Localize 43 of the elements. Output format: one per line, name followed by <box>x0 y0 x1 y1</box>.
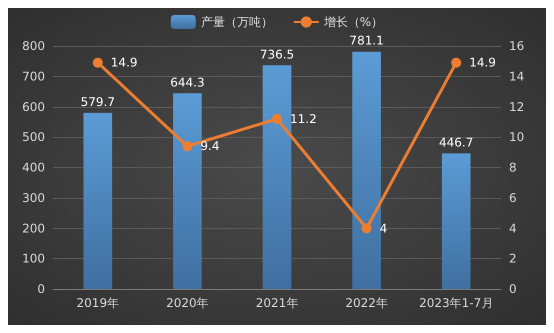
bar <box>173 93 202 289</box>
x-tick-label: 2021年 <box>256 296 298 310</box>
x-tick-label: 2023年1-7月 <box>419 296 494 310</box>
y2-tick-label: 10 <box>509 130 524 144</box>
y2-tick-label: 6 <box>509 190 517 205</box>
y2-tick-label: 4 <box>509 221 517 236</box>
y-tick-label: 300 <box>22 190 45 205</box>
data-label: 781.1 <box>349 34 384 48</box>
legend-label: 产量（万吨） <box>200 15 273 29</box>
bar <box>262 65 292 289</box>
y2-tick-label: 16 <box>509 39 524 53</box>
data-label: 14.9 <box>469 56 496 70</box>
legend-label: 增长（%） <box>322 15 384 29</box>
y-tick-label: 0 <box>37 282 45 296</box>
point <box>451 58 462 68</box>
bar <box>442 153 471 289</box>
y-tick-label: 500 <box>22 130 45 144</box>
data-label: 11.2 <box>290 112 317 126</box>
point <box>182 141 192 152</box>
point <box>92 58 103 68</box>
data-label: 579.7 <box>80 94 115 109</box>
y-tick-label: 100 <box>22 252 45 266</box>
x-tick-label: 2019年 <box>76 296 120 310</box>
point <box>272 114 282 124</box>
point <box>362 223 372 234</box>
y-tick-label: 700 <box>22 69 45 84</box>
data-label: 446.7 <box>439 135 474 150</box>
y-tick-label: 200 <box>22 221 45 236</box>
y2-tick-label: 14 <box>509 69 524 84</box>
y-tick-label: 800 <box>22 39 45 53</box>
y-tick-label: 600 <box>22 100 45 114</box>
y2-tick-label: 8 <box>509 160 517 174</box>
y2-tick-label: 12 <box>509 100 524 114</box>
bar <box>83 112 112 289</box>
x-tick-label: 2022年 <box>345 296 388 310</box>
bar <box>352 52 381 289</box>
y-tick-label: 400 <box>22 160 45 174</box>
y2-tick-label: 2 <box>509 252 517 266</box>
data-label: 14.9 <box>110 56 138 70</box>
data-label: 736.5 <box>260 47 294 62</box>
x-tick-label: 2020年 <box>166 296 209 310</box>
y2-tick-label: 0 <box>509 282 517 296</box>
data-label: 644.3 <box>170 75 205 90</box>
